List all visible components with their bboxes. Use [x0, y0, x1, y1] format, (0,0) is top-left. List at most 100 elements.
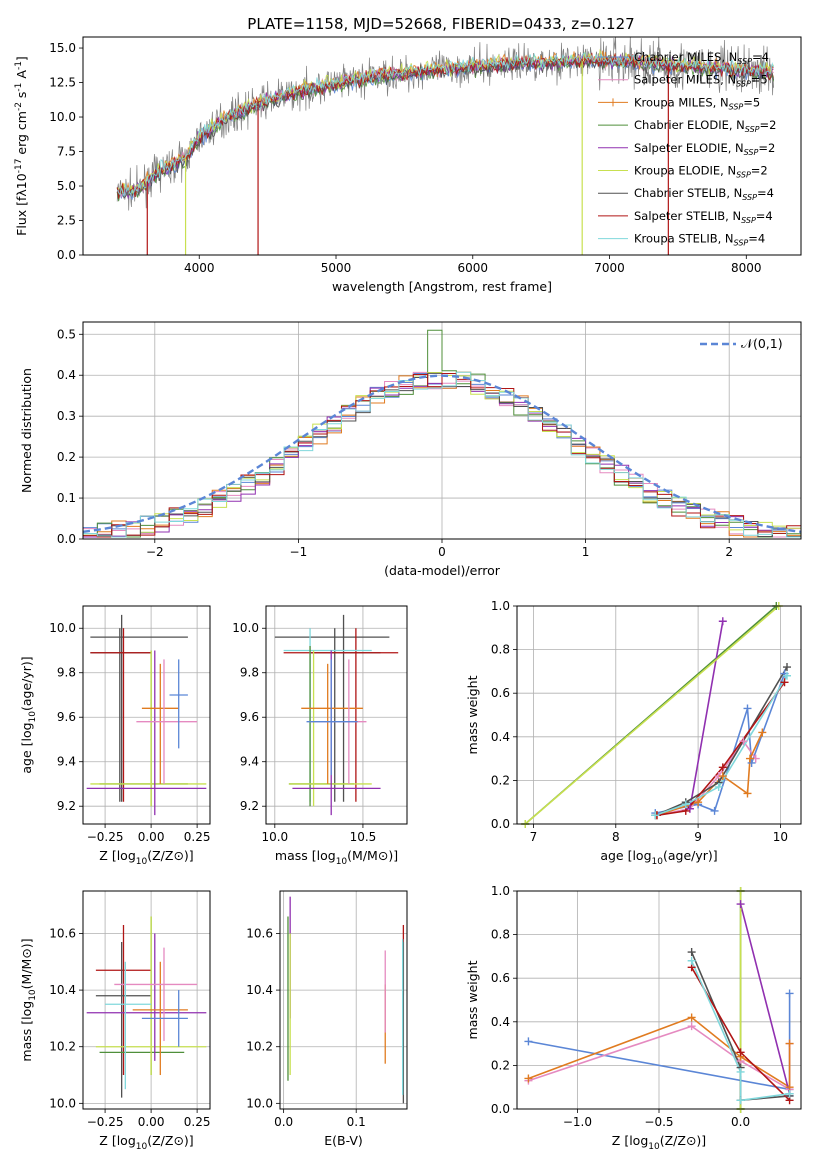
- data-point-salpeter_stelib: [780, 678, 789, 687]
- x-tick-label: 4000: [184, 261, 215, 275]
- x-axis-label: Z [log10​(Z/Z⊙)]: [612, 1133, 706, 1152]
- x-tick-label: −0.5: [644, 1115, 673, 1129]
- x-tick-label: −1: [290, 545, 308, 559]
- y-tick-label: 0.4: [491, 730, 510, 744]
- data-point-kroupa_stelib: [687, 956, 696, 965]
- y-tick-label: 0.8: [491, 643, 510, 657]
- x-tick-label: 10.5: [350, 830, 377, 844]
- y-tick-label: 10.0: [49, 1096, 76, 1110]
- data-point-chabrier_miles: [524, 1037, 533, 1046]
- y-tick-label: 9.4: [240, 755, 259, 769]
- y-tick-label: 10.6: [246, 926, 273, 940]
- y-tick-label: 0.0: [57, 248, 76, 262]
- y-tick-label: 0.5: [57, 327, 76, 341]
- data-point-salpeter_elodie: [718, 617, 727, 626]
- data-point-kroupa_stelib: [714, 782, 723, 791]
- x-tick-label: 6000: [457, 261, 488, 275]
- data-point-kroupa_stelib: [783, 671, 792, 680]
- series-line-kroupa_stelib: [655, 675, 788, 817]
- x-tick-label: 0.25: [184, 1115, 211, 1129]
- normal-curve: [83, 374, 801, 533]
- data-point-salpeter_stelib: [718, 763, 727, 772]
- panel-weight_vs_age: 7 8 9 10 0.0 0.2 0.4 0.6 0.8 1.0 age [log10​(age/y…: [465, 599, 802, 867]
- data-point-kroupa_miles: [758, 728, 767, 737]
- y-tick-label: 10.6: [49, 926, 76, 940]
- x-tick-label: 8000: [731, 261, 762, 275]
- y-tick-label: 0.0: [491, 817, 510, 831]
- y-axis-label: age [log10​(age/yr)]: [19, 656, 38, 773]
- x-tick-label: 0.00: [138, 1115, 165, 1129]
- data-point-chabrier_stelib: [687, 948, 696, 957]
- data-point-salpeter_stelib: [736, 1048, 745, 1057]
- x-tick-label: −0.25: [87, 830, 124, 844]
- data-point-kroupa_stelib: [736, 1096, 745, 1105]
- y-axis-label: mass [log10​(M/M⊙)]: [19, 938, 38, 1061]
- panel-residuals: −2 −1 0 1 2 0.0 0.1 0.2 0.3 0.4 0.5 (data-model)/er…: [19, 321, 802, 578]
- y-tick-label: 10.0: [49, 110, 76, 124]
- legend-label-salpeter_stelib: Salpeter STELIB, NSSP=4: [634, 209, 773, 225]
- y-tick-label: 0.1: [57, 491, 76, 505]
- legend-label-chabrier_miles: Chabrier MILES, NSSP=4: [634, 50, 769, 66]
- axes-frame: [82, 890, 211, 1110]
- legend-label-kroupa_miles: Kroupa MILES, NSSP=5: [634, 95, 760, 111]
- series-line-kroupa_elodie: [524, 606, 780, 824]
- y-axis-label: mass weight: [465, 675, 480, 754]
- data-point-kroupa_miles: [687, 1013, 696, 1022]
- plot-area-spectrum: [116, 37, 775, 255]
- data-point-salpeter_elodie: [685, 804, 694, 813]
- y-axis-label: Normed distribution: [19, 368, 34, 493]
- y-tick-label: 10.4: [49, 983, 76, 997]
- x-tick-label: 0.0: [731, 1115, 750, 1129]
- panel-mass_vs_Z: −0.25 0.00 0.25 10.0 10.2 10.4 10.6 Z [log10​(Z…: [19, 890, 211, 1152]
- y-tick-label: 0.6: [491, 971, 510, 985]
- y-tick-label: 1.0: [491, 884, 510, 898]
- legend-label-chabrier_stelib: Chabrier STELIB, NSSP=4: [634, 186, 774, 202]
- x-axis-label: wavelength [Angstrom, rest frame]: [332, 279, 552, 294]
- x-tick-label: 0: [438, 545, 446, 559]
- y-tick-label: 0.4: [57, 368, 76, 382]
- data-point-chabrier_stelib: [783, 663, 792, 672]
- x-tick-label: 0.1: [347, 1115, 366, 1129]
- y-tick-label: 0.2: [57, 450, 76, 464]
- legend-label-salpeter_miles: Salpeter MILES, NSSP=5: [634, 73, 768, 89]
- axes-frame: [279, 890, 408, 1110]
- y-tick-label: 15.0: [49, 41, 76, 55]
- y-tick-label: 5.0: [57, 179, 76, 193]
- data-point-kroupa_miles: [785, 1039, 794, 1048]
- y-tick-label: 9.8: [57, 666, 76, 680]
- y-tick-label: 7.5: [57, 145, 76, 159]
- x-axis-label: (data-model)/error: [384, 563, 501, 578]
- y-tick-label: 9.8: [240, 666, 259, 680]
- y-tick-label: 0.0: [491, 1102, 510, 1116]
- x-tick-label: 7: [530, 830, 538, 844]
- y-tick-label: 0.2: [491, 1058, 510, 1072]
- x-tick-label: 0.25: [184, 830, 211, 844]
- y-tick-label: 12.5: [49, 76, 76, 90]
- plot-area-mass_vs_ebv: [287, 896, 405, 1104]
- x-tick-label: 7000: [594, 261, 625, 275]
- data-point-kroupa_stelib: [785, 1089, 794, 1098]
- y-axis-label: Flux [fλ10-17​ erg cm-2​ s-1​ A-1​]: [14, 56, 29, 236]
- x-tick-label: 2: [725, 545, 733, 559]
- y-tick-label: 9.2: [57, 799, 76, 813]
- axes-frame: [82, 605, 211, 825]
- y-tick-label: 10.2: [246, 1040, 273, 1054]
- legend-label-salpeter_elodie: Salpeter ELODIE, NSSP=2: [634, 141, 775, 157]
- y-tick-label: 2.5: [57, 214, 76, 228]
- legend-label-kroupa_elodie: Kroupa ELODIE, NSSP=2: [634, 164, 768, 180]
- x-tick-label: 0.00: [138, 830, 165, 844]
- y-tick-label: 9.2: [240, 799, 259, 813]
- y-tick-label: 0.2: [491, 773, 510, 787]
- data-point-salpeter_miles: [687, 1022, 696, 1031]
- panel-spectrum: 4000 5000 6000 7000 8000 0.0 2.5 5.0 7.5 10.0 12.5…: [14, 36, 802, 294]
- x-axis-label: E(B-V): [324, 1133, 363, 1148]
- x-tick-label: −2: [146, 545, 164, 559]
- x-axis-label: mass [log10​(M/M⊙)]: [275, 848, 398, 867]
- model-line-salpeter_elodie: [116, 53, 774, 200]
- data-point-kroupa_miles: [743, 789, 752, 798]
- series-line-salpeter_elodie: [739, 903, 791, 1094]
- x-tick-label: 0.0: [274, 1115, 293, 1129]
- legend-label-kroupa_stelib: Kroupa STELIB, NSSP=4: [634, 232, 765, 248]
- x-tick-label: −1.0: [563, 1115, 592, 1129]
